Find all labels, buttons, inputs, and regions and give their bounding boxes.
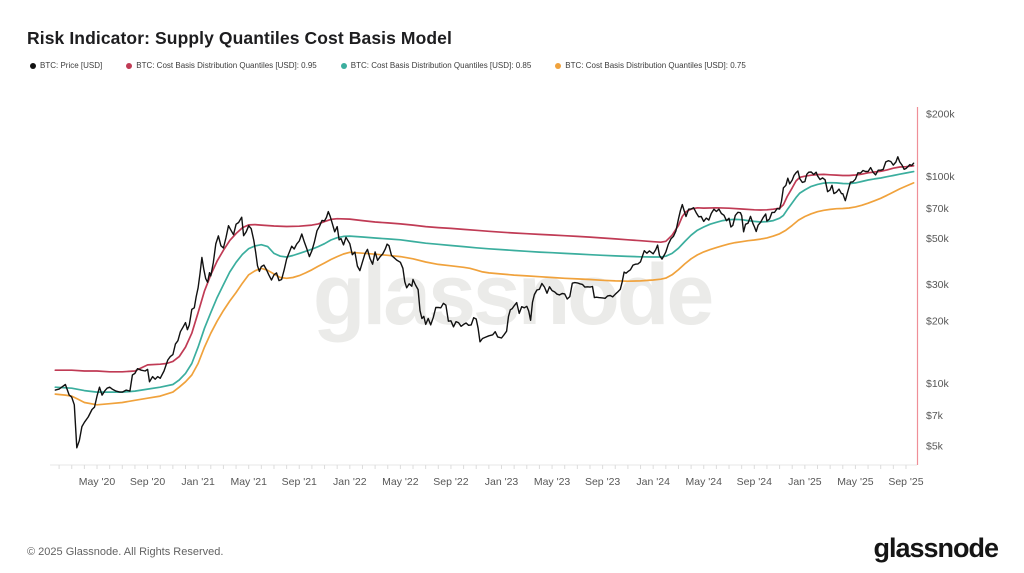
legend-label: BTC: Price [USD] xyxy=(40,61,103,70)
x-axis-label: Sep '21 xyxy=(282,476,317,488)
legend: BTC: Price [USD] BTC: Cost Basis Distribu… xyxy=(30,61,746,70)
legend-dot-icon xyxy=(30,62,36,69)
y-axis-label: $20k xyxy=(926,316,950,328)
y-axis-label: $50k xyxy=(926,233,950,245)
legend-dot-icon xyxy=(555,62,562,69)
x-axis-label: May '21 xyxy=(230,476,267,488)
x-axis-label: Sep '25 xyxy=(888,476,923,488)
x-axis-label: May '24 xyxy=(686,476,723,488)
legend-item-quantile-085[interactable]: BTC: Cost Basis Distribution Quantiles [… xyxy=(340,61,532,70)
x-axis-label: Sep '23 xyxy=(585,476,620,488)
series-line-quantile-075 xyxy=(54,182,915,406)
x-axis-label: Jan '24 xyxy=(636,476,670,488)
legend-label: BTC: Cost Basis Distribution Quantiles [… xyxy=(565,61,746,70)
x-axis-label: Sep '22 xyxy=(433,476,468,488)
x-axis-label: Jan '25 xyxy=(788,476,822,488)
page-title: Risk Indicator: Supply Quantiles Cost Ba… xyxy=(27,27,452,48)
x-axis-label: Jan '22 xyxy=(333,476,367,488)
x-axis-label: Jan '21 xyxy=(181,476,215,488)
x-axis-label: May '20 xyxy=(79,476,116,488)
watermark: glassnode xyxy=(313,247,712,343)
legend-item-btc-price[interactable]: BTC: Price [USD] xyxy=(30,61,102,70)
legend-label: BTC: Cost Basis Distribution Quantiles [… xyxy=(350,61,532,70)
y-axis-label: $200k xyxy=(926,109,955,121)
series-line-quantile-095 xyxy=(54,164,915,373)
x-axis-label: May '25 xyxy=(837,476,874,488)
legend-dot-icon xyxy=(340,62,347,69)
x-axis-label: Sep '24 xyxy=(737,476,772,488)
y-axis-label: $10k xyxy=(926,378,950,390)
glassnode-logo: glassnode xyxy=(873,533,999,563)
x-axis-label: May '23 xyxy=(534,476,571,488)
x-axis-label: Sep '20 xyxy=(130,476,165,488)
legend-item-quantile-095[interactable]: BTC: Cost Basis Distribution Quantiles [… xyxy=(126,61,317,70)
legend-dot-icon xyxy=(126,62,133,69)
series-line-btc-price xyxy=(54,156,915,449)
copyright-text: © 2025 Glassnode. All Rights Reserved. xyxy=(27,546,224,558)
series-line-quantile-085 xyxy=(54,170,915,393)
x-axis-label: Jan '23 xyxy=(485,476,519,488)
y-axis-label: $7k xyxy=(926,410,944,422)
legend-label: BTC: Cost Basis Distribution Quantiles [… xyxy=(136,61,317,70)
y-axis-label: $30k xyxy=(926,279,950,291)
y-axis-label: $70k xyxy=(926,203,950,215)
y-axis-label: $100k xyxy=(926,171,955,183)
y-axis-label: $5k xyxy=(926,440,944,452)
x-axis-label: May '22 xyxy=(382,476,419,488)
legend-item-quantile-075[interactable]: BTC: Cost Basis Distribution Quantiles [… xyxy=(555,61,746,70)
